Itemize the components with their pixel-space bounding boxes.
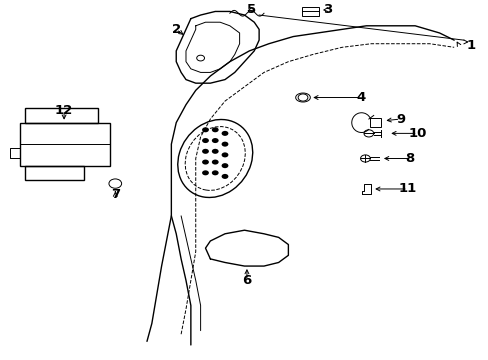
Text: 3: 3 xyxy=(322,3,331,16)
Circle shape xyxy=(202,170,208,175)
Bar xyxy=(25,166,83,180)
Circle shape xyxy=(221,152,228,157)
Circle shape xyxy=(202,138,208,143)
Circle shape xyxy=(211,127,218,132)
Circle shape xyxy=(221,141,228,147)
Bar xyxy=(20,123,110,166)
Bar xyxy=(25,108,98,123)
Circle shape xyxy=(211,159,218,165)
Text: 2: 2 xyxy=(171,23,181,36)
Circle shape xyxy=(221,174,228,179)
Bar xyxy=(369,118,380,127)
Circle shape xyxy=(202,127,208,132)
Circle shape xyxy=(202,159,208,165)
Circle shape xyxy=(211,149,218,154)
Circle shape xyxy=(221,163,228,168)
Text: 4: 4 xyxy=(356,91,366,104)
Bar xyxy=(301,7,319,16)
Circle shape xyxy=(221,131,228,136)
Circle shape xyxy=(211,170,218,175)
Circle shape xyxy=(211,138,218,143)
Text: 6: 6 xyxy=(242,274,251,287)
Text: 8: 8 xyxy=(405,152,414,165)
Text: 11: 11 xyxy=(398,183,416,195)
Text: 5: 5 xyxy=(247,3,256,16)
Text: 7: 7 xyxy=(110,188,120,201)
Text: 1: 1 xyxy=(466,39,475,52)
Text: 10: 10 xyxy=(407,127,426,140)
Text: 9: 9 xyxy=(395,113,404,126)
Text: 12: 12 xyxy=(55,104,73,117)
Circle shape xyxy=(202,149,208,154)
